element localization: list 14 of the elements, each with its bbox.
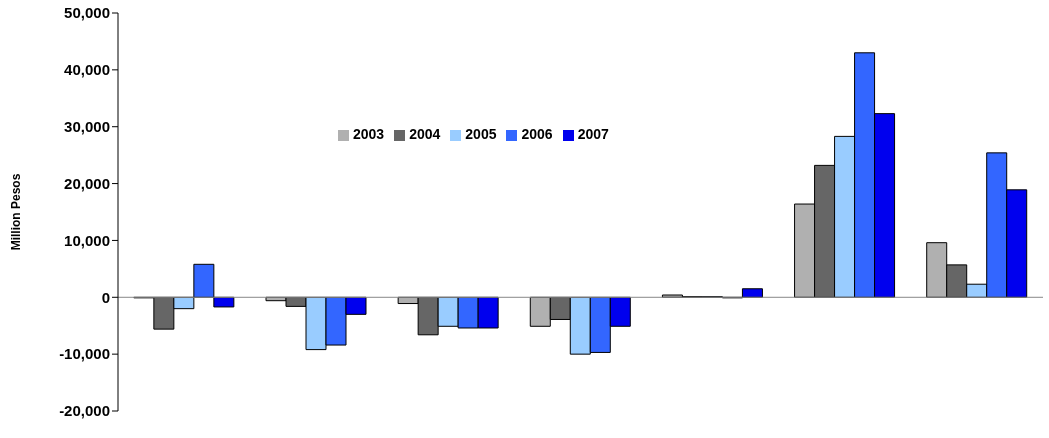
y-axis-title: Million Pesos: [9, 173, 24, 251]
y-tick-label: -20,000: [59, 402, 110, 420]
y-tick-label: 40,000: [64, 61, 110, 79]
y-tick-label: -10,000: [59, 345, 110, 363]
legend-label: 2004: [409, 126, 441, 142]
legend-label: 2006: [521, 126, 553, 142]
legend-label: 2007: [577, 126, 609, 142]
legend-label: 2003: [353, 126, 385, 142]
legend-label: 2005: [465, 126, 497, 142]
y-tick-label: 20,000: [64, 174, 110, 192]
y-tick-label: 0: [101, 288, 110, 306]
y-tick-label: 30,000: [64, 118, 110, 136]
y-tick-label: 10,000: [64, 231, 110, 249]
y-tick-label: 50,000: [64, 4, 110, 22]
